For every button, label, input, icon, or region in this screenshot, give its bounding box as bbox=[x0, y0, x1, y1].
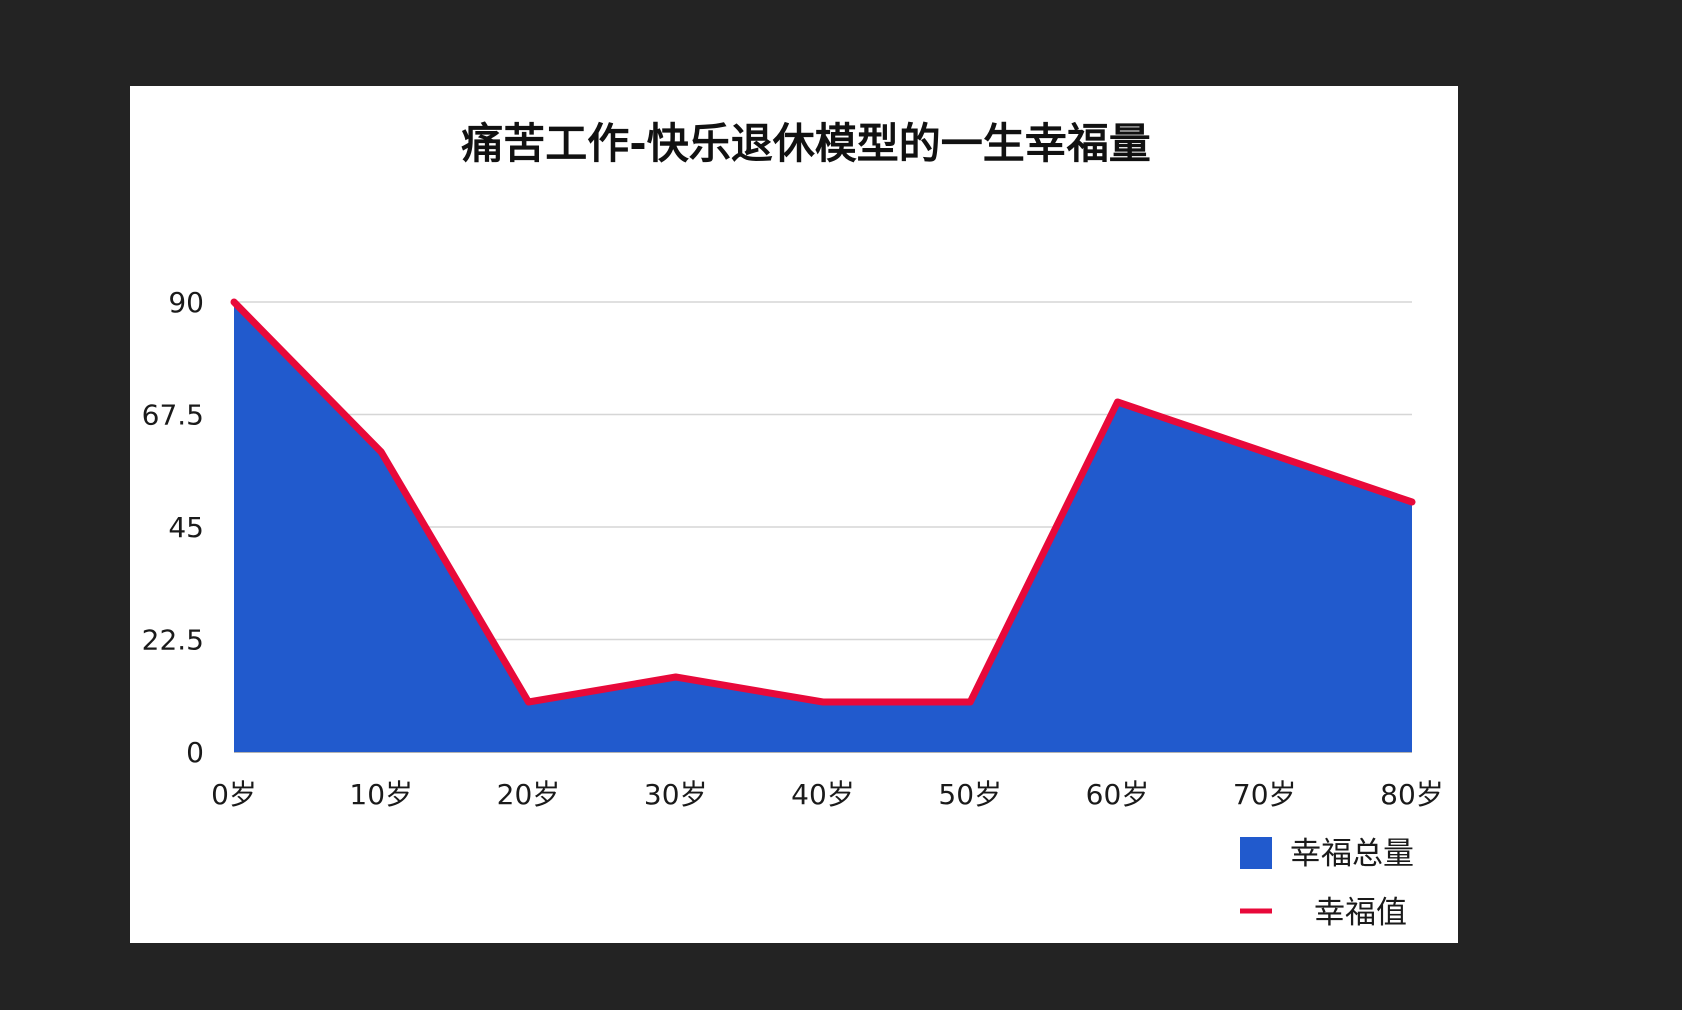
y-tick-label: 22.5 bbox=[142, 624, 204, 657]
x-tick-label: 20岁 bbox=[497, 778, 561, 811]
x-tick-label: 10岁 bbox=[349, 778, 413, 811]
y-axis-ticks: 0 22.5 45 67.5 90 bbox=[142, 286, 204, 769]
y-tick-label: 0 bbox=[186, 736, 204, 769]
y-tick-label: 90 bbox=[168, 286, 204, 319]
chart-panel: 痛苦工作-快乐退休模型的一生幸福量 0 22.5 45 67.5 90 0岁 10岁 20岁… bbox=[130, 86, 1458, 943]
legend-swatch-area bbox=[1240, 837, 1272, 869]
x-tick-label: 80岁 bbox=[1380, 778, 1444, 811]
y-tick-label: 45 bbox=[168, 511, 204, 544]
x-tick-label: 40岁 bbox=[791, 778, 855, 811]
series-area-幸福总量 bbox=[234, 302, 1412, 752]
legend-label-area: 幸福总量 bbox=[1290, 836, 1414, 872]
x-axis-ticks: 0岁 10岁 20岁 30岁 40岁 50岁 60岁 70岁 80岁 bbox=[211, 778, 1444, 811]
x-tick-label: 30岁 bbox=[644, 778, 708, 811]
plot-area bbox=[230, 298, 1416, 752]
area-chart: 痛苦工作-快乐退休模型的一生幸福量 0 22.5 45 67.5 90 0岁 10岁 20岁… bbox=[142, 119, 1444, 931]
chart-title: 痛苦工作-快乐退休模型的一生幸福量 bbox=[461, 119, 1150, 168]
legend-label-line: 幸福值 bbox=[1314, 895, 1407, 931]
x-tick-label: 0岁 bbox=[211, 778, 257, 811]
y-tick-label: 67.5 bbox=[142, 399, 204, 432]
x-tick-label: 60岁 bbox=[1086, 778, 1150, 811]
series-line-幸福值 bbox=[230, 298, 1416, 706]
x-tick-label: 70岁 bbox=[1233, 778, 1297, 811]
x-tick-label: 50岁 bbox=[938, 778, 1002, 811]
